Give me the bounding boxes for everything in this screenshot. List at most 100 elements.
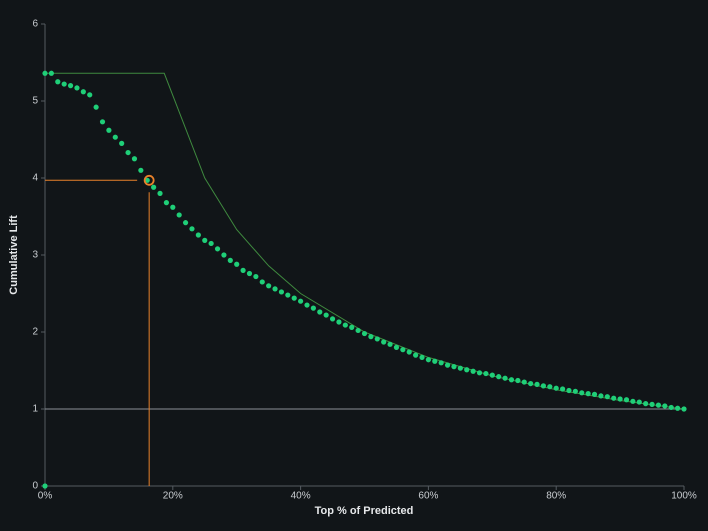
point xyxy=(528,380,534,387)
point xyxy=(42,70,48,76)
point xyxy=(483,370,489,377)
point xyxy=(285,292,291,298)
x-tick-label: 0% xyxy=(38,491,53,502)
point xyxy=(476,370,483,376)
point xyxy=(444,362,451,368)
point xyxy=(112,134,118,140)
point xyxy=(579,390,585,396)
point xyxy=(553,385,559,391)
point xyxy=(406,349,412,355)
point xyxy=(630,398,636,404)
point xyxy=(234,261,240,267)
point xyxy=(361,330,368,337)
x-axis-title: Top % of Predicted xyxy=(315,505,414,517)
point xyxy=(310,305,316,311)
point xyxy=(636,399,642,405)
point xyxy=(227,257,233,263)
point xyxy=(342,322,348,328)
point xyxy=(55,79,61,85)
point xyxy=(42,483,48,489)
point xyxy=(655,402,662,408)
point xyxy=(349,324,355,330)
point xyxy=(521,379,527,385)
point xyxy=(291,295,297,301)
point xyxy=(202,237,208,243)
point xyxy=(387,341,393,347)
point xyxy=(138,167,144,173)
point xyxy=(336,319,342,325)
point xyxy=(643,401,649,407)
point xyxy=(591,391,598,397)
y-tick-label: 3 xyxy=(32,250,38,261)
point xyxy=(195,232,201,238)
point xyxy=(502,375,508,381)
point xyxy=(119,140,125,146)
point xyxy=(221,252,227,258)
point xyxy=(317,309,323,315)
point xyxy=(419,354,425,361)
y-tick-label: 6 xyxy=(32,19,38,30)
point xyxy=(604,394,610,400)
point xyxy=(649,401,655,407)
point xyxy=(508,377,515,383)
point xyxy=(355,327,361,334)
point xyxy=(323,312,329,318)
y-axis-title: Cumulative Lift xyxy=(8,215,20,295)
point xyxy=(559,386,566,392)
point xyxy=(93,104,99,110)
point xyxy=(61,81,67,87)
highlight-point xyxy=(143,174,155,186)
point xyxy=(189,226,195,232)
ideal-line xyxy=(45,72,685,410)
point xyxy=(681,406,687,412)
point xyxy=(151,184,157,190)
x-tick-label: 60% xyxy=(418,491,438,502)
point xyxy=(80,89,86,95)
point xyxy=(623,397,630,403)
point xyxy=(572,388,578,394)
point xyxy=(470,368,476,374)
point xyxy=(547,384,553,390)
point xyxy=(182,220,189,226)
point xyxy=(266,283,272,289)
point xyxy=(125,149,131,156)
point xyxy=(496,374,502,380)
point xyxy=(668,404,674,411)
point xyxy=(393,344,400,350)
y-tick-label: 4 xyxy=(32,173,38,184)
point xyxy=(246,270,253,277)
point xyxy=(272,286,278,292)
point xyxy=(617,396,623,402)
point xyxy=(278,289,285,295)
x-tick-label: 80% xyxy=(546,491,566,502)
x-tick-label: 20% xyxy=(163,491,183,502)
point xyxy=(598,393,604,399)
point xyxy=(240,267,246,273)
y-tick-label: 0 xyxy=(32,481,38,492)
point xyxy=(432,358,438,364)
point xyxy=(566,387,572,394)
y-tick-label: 1 xyxy=(32,404,38,415)
point xyxy=(298,298,304,304)
point xyxy=(157,190,163,196)
point xyxy=(400,347,406,353)
point xyxy=(87,92,93,98)
point xyxy=(67,83,74,89)
y-tick-label: 5 xyxy=(32,96,38,107)
point xyxy=(425,357,431,363)
x-tick-label: 100% xyxy=(671,491,697,502)
point xyxy=(74,85,80,91)
point xyxy=(368,334,374,340)
point xyxy=(438,360,444,366)
point xyxy=(48,70,54,76)
point xyxy=(163,200,170,206)
point xyxy=(144,177,150,183)
point xyxy=(464,367,470,373)
point xyxy=(214,246,221,252)
point xyxy=(489,372,495,378)
point xyxy=(611,395,617,401)
point xyxy=(534,381,540,387)
point xyxy=(585,391,591,397)
point xyxy=(451,364,457,370)
